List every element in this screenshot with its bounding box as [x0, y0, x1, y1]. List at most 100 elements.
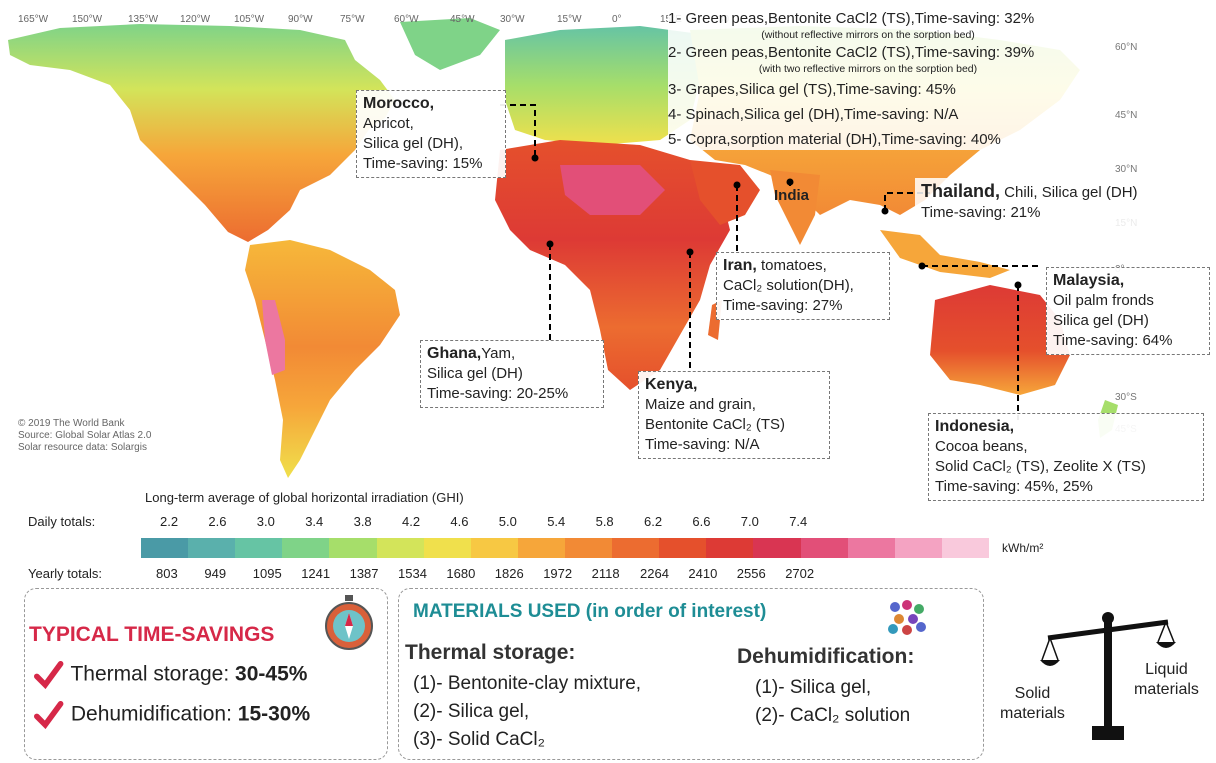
daily-total-value: 2.6	[208, 514, 227, 529]
longitude-label: 135°W	[128, 14, 159, 25]
andes-highlight	[262, 300, 285, 375]
time-savings-title: TYPICAL TIME-SAVINGS	[29, 623, 275, 646]
materials-title: MATERIALS USED (in order of interest)	[413, 601, 767, 622]
color-swatch	[141, 538, 189, 558]
country-name: Indonesia,	[935, 418, 1015, 435]
callout-line: Yam,	[481, 345, 516, 362]
thermal-material-item: (1)- Bentonite-clay mixture,	[413, 673, 642, 694]
color-swatch	[612, 538, 660, 558]
list-item: 5- Copra,sorption material (DH),Time-sav…	[668, 131, 1001, 148]
case-study-list: 1- Green peas,Bentonite CaCl2 (TS),Time-…	[668, 8, 1098, 150]
callout-line: Solid CaCl₂ (TS), Zeolite X (TS)	[935, 458, 1146, 475]
europe-landmass	[505, 26, 700, 145]
daily-total-value: 7.4	[789, 514, 808, 529]
thermal-storage-heading: Thermal storage:	[405, 641, 576, 664]
callout-line: Silica gel (DH)	[1053, 312, 1149, 329]
longitude-label: 90°W	[288, 14, 313, 25]
color-swatch	[423, 538, 471, 558]
yearly-total-value: 1534	[398, 566, 427, 581]
daily-total-value: 5.8	[595, 514, 614, 529]
color-swatch	[753, 538, 801, 558]
color-swatch	[470, 538, 518, 558]
yearly-total-value: 1095	[252, 566, 282, 581]
australia-landmass	[930, 285, 1070, 395]
time-saving-label: Thermal storage:	[70, 662, 236, 686]
yearly-totals-label: Yearly totals:	[28, 566, 102, 581]
callout-line: Time-saving: 15%	[363, 155, 483, 172]
materials-panel: MATERIALS USED (in order of interest) Th…	[398, 588, 984, 760]
daily-total-value: 6.2	[644, 514, 663, 529]
latitude-label: 45°N	[1115, 110, 1138, 121]
list-item: 4- Spinach,Silica gel (DH),Time-saving: …	[668, 106, 959, 123]
callout-line: CaCl₂ solution(DH),	[723, 277, 854, 294]
country-name: Ghana,	[427, 345, 482, 362]
color-swatch	[894, 538, 942, 558]
checkmark-icon	[34, 661, 64, 689]
dehum-material-item: (1)- Silica gel,	[755, 677, 872, 698]
callout-line: Time-saving: N/A	[645, 436, 760, 453]
longitude-label: 60°W	[394, 14, 419, 25]
india-landmass	[770, 170, 820, 245]
callout-connectors	[500, 104, 1040, 420]
africa-landmass	[495, 140, 730, 390]
callout-kenya: Kenya, Maize and grain, Bentonite CaCl₂ …	[638, 371, 830, 459]
callout-morocco: Morocco, Apricot, Silica gel (DH), Time-…	[356, 90, 506, 178]
list-item: 3- Grapes,Silica gel (TS),Time-saving: 4…	[668, 81, 956, 98]
callout-indonesia: Indonesia, Cocoa beans, Solid CaCl₂ (TS)…	[928, 413, 1204, 501]
color-swatch	[517, 538, 565, 558]
greenland-landmass	[400, 18, 500, 70]
callout-line: Time-saving: 27%	[723, 297, 843, 314]
longitude-label: 45°W	[450, 14, 475, 25]
yearly-total-value: 2118	[591, 566, 620, 581]
color-swatch	[800, 538, 848, 558]
callout-line: tomatoes,	[756, 257, 827, 274]
list-item-note: (with two reflective mirrors on the sorp…	[758, 63, 978, 75]
longitude-label: 120°W	[180, 14, 211, 25]
yearly-total-value: 2702	[785, 566, 815, 581]
time-saving-value: 30-45%	[235, 662, 308, 686]
yearly-total-value: 1826	[494, 566, 524, 581]
callout-line: Time-saving: 64%	[1053, 332, 1173, 349]
balance-scale-icon	[1040, 612, 1176, 740]
callout-malaysia: Malaysia, Oil palm fronds Silica gel (DH…	[1046, 267, 1210, 355]
longitude-label: 15°W	[557, 14, 582, 25]
scale-unit: kWh/m²	[1002, 541, 1044, 555]
longitude-label: 30°W	[500, 14, 525, 25]
liquid-materials-label: Liquid materials	[1134, 661, 1199, 698]
crystal-structure-icon	[888, 600, 926, 635]
dehumidification-heading: Dehumidification:	[737, 645, 915, 668]
yearly-total-value: 2556	[736, 566, 766, 581]
thermal-material-item: (3)- Solid CaCl₂	[413, 729, 545, 750]
color-swatch	[706, 538, 754, 558]
yearly-total-value: 1972	[543, 566, 573, 581]
callout-line: Time-saving: 20-25%	[427, 385, 569, 402]
dehum-material-item: (2)- CaCl₂ solution	[755, 705, 911, 726]
scale-title: Long-term average of global horizontal i…	[145, 490, 464, 505]
color-swatch	[188, 538, 236, 558]
latitude-label: 60°N	[1115, 42, 1138, 53]
country-name: Morocco,	[363, 95, 435, 112]
country-name: Malaysia,	[1053, 272, 1125, 289]
solid-materials-label: Solid materials	[1000, 685, 1065, 722]
time-saving-value: 15-30%	[237, 702, 311, 726]
callout-line: Time-saving: 45%, 25%	[935, 478, 1093, 495]
stopwatch-icon	[325, 595, 373, 650]
daily-total-value: 5.0	[498, 514, 517, 529]
callout-dots	[531, 154, 1022, 289]
thermal-material-item: (2)- Silica gel,	[413, 701, 530, 722]
time-saving-label: Dehumidification:	[70, 702, 238, 726]
color-swatch	[564, 538, 613, 558]
callout-line: Oil palm fronds	[1053, 292, 1154, 309]
callout-line: Cocoa beans,	[935, 438, 1028, 455]
daily-total-value: 3.8	[353, 514, 372, 529]
country-name: Iran,	[723, 257, 757, 274]
north-america-landmass	[8, 24, 395, 242]
daily-totals-label: Daily totals:	[28, 514, 96, 529]
sahara-highlight	[560, 165, 665, 215]
color-swatch	[659, 538, 707, 558]
latitude-label: 30°S	[1115, 392, 1137, 403]
yearly-total-value: 949	[204, 566, 227, 581]
yearly-total-value: 803	[156, 566, 178, 581]
yearly-total-value: 1241	[301, 566, 331, 581]
time-saving-row-dehum: Dehumidification: 15-30%	[31, 701, 310, 729]
